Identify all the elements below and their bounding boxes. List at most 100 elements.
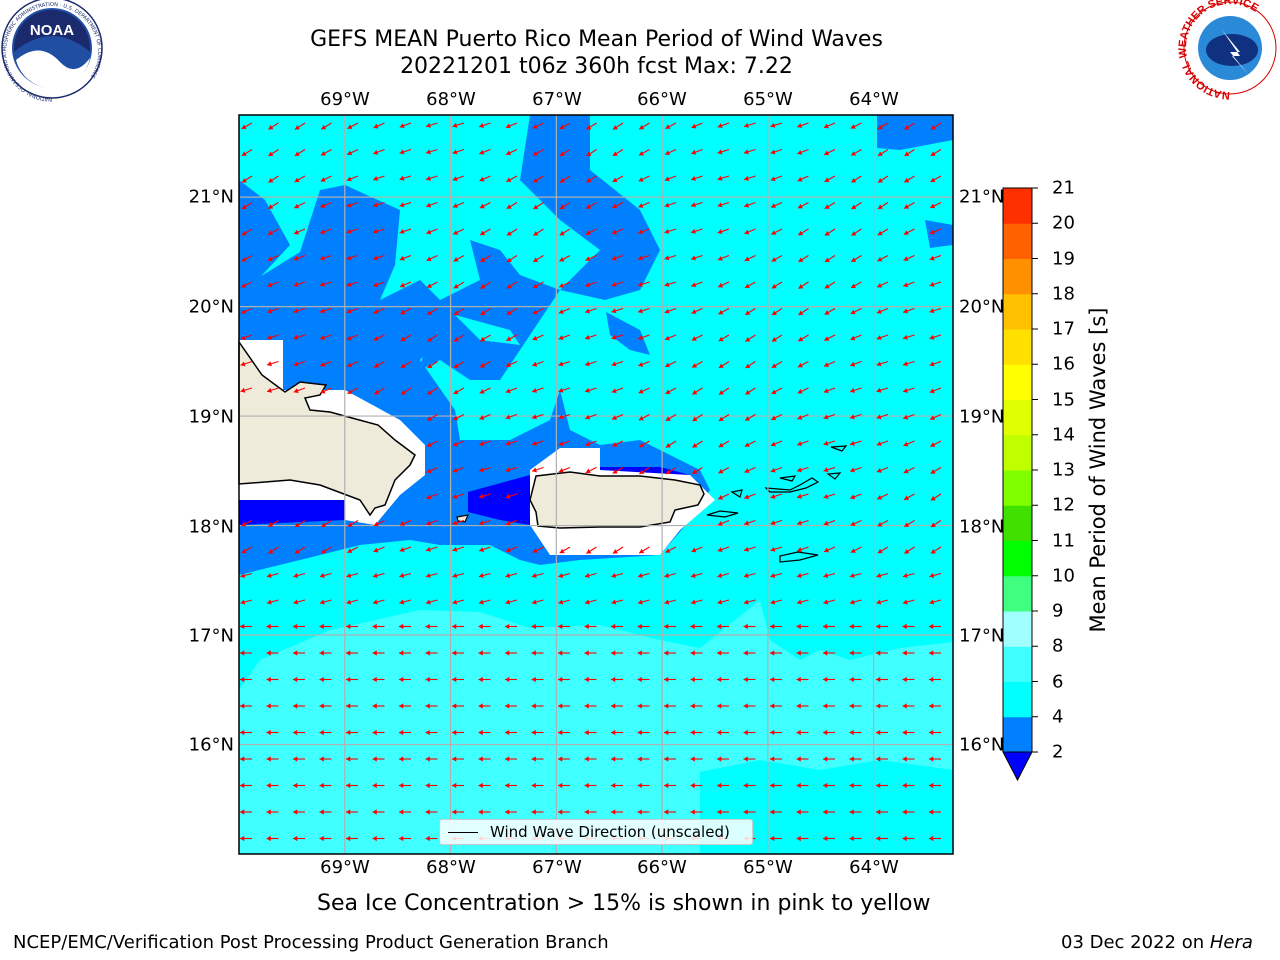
wind-wave-arrow xyxy=(293,623,305,630)
wind-wave-arrow xyxy=(637,756,650,762)
colorbar-tick-label: 19 xyxy=(1052,248,1075,269)
wind-wave-arrow xyxy=(505,149,518,156)
wind-wave-arrow xyxy=(372,599,385,605)
wind-wave-arrow xyxy=(929,756,941,762)
wind-wave-arrow xyxy=(346,361,359,368)
wind-wave-arrow xyxy=(929,809,941,815)
wind-wave-arrow xyxy=(611,599,624,605)
wind-wave-arrow xyxy=(373,307,385,314)
wind-wave-arrow xyxy=(770,782,782,789)
wind-wave-arrow xyxy=(320,360,332,367)
wind-wave-arrow xyxy=(877,228,889,236)
wind-wave-arrow xyxy=(399,729,411,736)
wind-wave-arrow xyxy=(798,255,809,263)
wind-wave-arrow xyxy=(903,228,915,235)
wind-wave-arrow xyxy=(532,281,544,289)
wind-wave-arrow xyxy=(293,835,305,842)
wind-wave-arrow xyxy=(346,729,358,736)
wind-wave-arrow xyxy=(637,782,650,789)
wind-wave-arrow xyxy=(611,334,624,340)
wind-wave-arrow xyxy=(531,413,544,420)
wind-wave-arrow xyxy=(849,572,862,578)
wind-wave-arrow xyxy=(533,202,544,210)
wind-wave-arrow xyxy=(267,202,279,210)
wind-wave-arrow xyxy=(717,519,730,526)
wind-wave-arrow xyxy=(240,729,252,736)
wind-wave-arrow xyxy=(876,756,888,762)
lon-label-top: 69°W xyxy=(320,89,370,110)
wind-wave-arrow xyxy=(850,255,862,263)
wind-wave-arrow xyxy=(425,756,438,762)
wind-wave-arrow xyxy=(770,572,783,578)
wind-wave-arrow xyxy=(904,149,915,157)
wind-wave-arrow xyxy=(902,676,915,683)
wind-wave-arrow xyxy=(823,676,835,683)
wind-wave-arrow xyxy=(877,122,889,130)
wind-wave-arrow xyxy=(478,122,491,128)
wind-wave-arrow xyxy=(293,782,305,789)
wind-wave-arrow xyxy=(559,175,571,183)
wind-wave-arrow xyxy=(638,546,650,554)
wind-wave-arrow xyxy=(796,729,809,736)
wind-wave-arrow xyxy=(240,703,252,709)
wind-wave-arrow xyxy=(637,650,650,656)
wind-wave-arrow xyxy=(399,546,412,553)
wind-wave-arrow xyxy=(558,572,571,578)
wind-wave-arrow xyxy=(425,650,438,656)
wind-wave-arrow xyxy=(320,228,332,235)
wind-wave-arrow xyxy=(717,676,729,683)
wind-wave-arrow xyxy=(876,835,888,842)
wind-wave-arrow xyxy=(849,782,862,789)
wind-wave-arrow xyxy=(241,149,253,157)
wind-wave-arrow xyxy=(930,493,942,501)
wind-wave-arrow xyxy=(902,703,915,709)
lon-label-bottom: 65°W xyxy=(743,857,793,878)
wind-wave-arrow xyxy=(690,703,703,709)
wind-wave-arrow xyxy=(373,546,385,553)
wind-wave-arrow xyxy=(824,175,836,183)
wind-wave-arrow xyxy=(902,599,915,605)
wind-wave-arrow xyxy=(929,835,941,842)
wind-wave-arrow xyxy=(240,835,252,842)
wind-wave-arrow xyxy=(823,360,836,367)
wind-wave-arrow xyxy=(902,835,915,842)
wind-wave-arrow xyxy=(797,387,809,394)
wind-wave-arrow xyxy=(770,756,782,762)
wind-wave-arrow xyxy=(531,756,544,762)
wind-wave-arrow xyxy=(665,122,677,130)
wind-wave-arrow xyxy=(558,413,571,420)
wind-wave-arrow xyxy=(241,520,253,527)
wind-wave-arrow xyxy=(452,809,464,815)
wind-wave-arrow xyxy=(796,809,809,815)
wind-wave-arrow xyxy=(399,835,411,842)
wind-wave-arrow xyxy=(584,729,597,736)
wind-wave-arrow xyxy=(770,122,783,128)
wind-wave-arrow xyxy=(372,729,385,736)
wind-wave-arrow xyxy=(718,467,730,474)
wind-wave-arrow xyxy=(558,809,570,815)
wind-wave-arrow xyxy=(584,387,597,393)
wind-wave-arrow xyxy=(559,202,571,210)
wind-wave-arrow xyxy=(586,546,597,554)
wind-wave-arrow xyxy=(824,202,836,210)
wind-wave-arrow xyxy=(452,756,464,762)
wind-wave-arrow xyxy=(664,623,676,630)
wind-wave-arrow xyxy=(823,546,836,553)
wind-wave-arrow xyxy=(294,520,306,528)
colorbar-tick-label: 20 xyxy=(1052,212,1075,234)
wind-wave-arrow xyxy=(584,756,597,762)
wind-wave-arrow xyxy=(478,546,491,552)
wind-wave-arrow xyxy=(319,809,332,815)
wind-wave-arrow xyxy=(532,308,544,315)
wind-wave-arrow xyxy=(425,809,438,815)
wind-wave-arrow xyxy=(849,387,862,393)
wind-wave-arrow xyxy=(877,149,889,157)
wind-wave-arrow xyxy=(849,676,862,683)
wind-wave-arrow xyxy=(266,676,279,683)
wind-wave-arrow xyxy=(664,148,677,156)
wind-wave-arrow xyxy=(850,281,862,289)
wind-wave-arrow xyxy=(585,254,597,262)
wind-wave-arrow xyxy=(876,676,888,683)
wind-wave-arrow xyxy=(770,546,783,552)
wind-wave-arrow xyxy=(796,650,809,656)
